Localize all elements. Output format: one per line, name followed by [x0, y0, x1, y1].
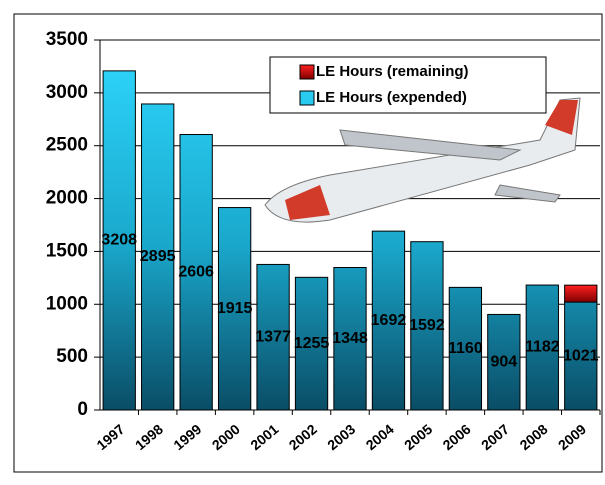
value-label: 1182 — [525, 339, 560, 356]
bar — [448, 286, 483, 411]
value-label: 1255 — [294, 335, 330, 352]
x-tick-label: 2009 — [555, 421, 589, 453]
bar — [141, 103, 175, 411]
y-tick-label: 2000 — [46, 188, 88, 209]
bar — [410, 241, 444, 411]
value-label: 1160 — [448, 340, 483, 357]
value-label: 904 — [490, 353, 517, 370]
bar — [525, 284, 559, 411]
y-tick-label: 3500 — [46, 29, 88, 50]
value-label: 1021 — [563, 347, 599, 364]
legend-box — [269, 56, 547, 114]
legend: LE Hours (remaining) LE Hours (expended) — [269, 56, 547, 114]
x-tick-label: 2003 — [324, 421, 358, 453]
y-tick-label: 1500 — [46, 240, 88, 261]
airplane-image — [264, 97, 581, 223]
x-tick-label: 2004 — [363, 421, 397, 453]
x-tick-label: 2001 — [247, 421, 281, 453]
bar — [333, 266, 367, 411]
x-tick-label: 1997 — [93, 421, 127, 453]
x-tick-label: 2006 — [440, 421, 474, 453]
value-label: 3208 — [101, 232, 137, 249]
x-tick-label: 2000 — [209, 421, 243, 453]
x-tick-label: 2002 — [286, 421, 320, 453]
x-tick-label: 1999 — [170, 421, 204, 453]
bar — [487, 313, 521, 411]
bar — [217, 207, 252, 411]
legend-label: LE Hours (expended) — [316, 89, 467, 106]
value-label: 2606 — [178, 263, 214, 280]
y-tick-label: 500 — [56, 346, 88, 367]
legend-swatch — [299, 64, 315, 80]
x-tick-label: 2008 — [516, 421, 550, 453]
legend-label: LE Hours (remaining) — [316, 63, 469, 80]
value-label: 1915 — [217, 300, 253, 317]
y-tick-label: 2500 — [46, 135, 88, 156]
value-label: 2895 — [140, 248, 176, 265]
bar — [371, 230, 406, 411]
x-tick-label: 1998 — [132, 421, 166, 453]
bar — [179, 134, 213, 411]
value-label: 1348 — [332, 330, 368, 347]
value-label: 1692 — [371, 312, 407, 329]
x-tick-label: 2005 — [401, 421, 435, 453]
bar — [564, 284, 598, 303]
bar — [256, 263, 290, 411]
y-tick-label: 1000 — [46, 293, 88, 314]
legend-swatch — [299, 90, 315, 106]
y-tick-label: 0 — [77, 399, 88, 420]
bar — [294, 276, 329, 411]
x-tick-label: 2007 — [478, 421, 512, 453]
value-label: 1377 — [255, 328, 291, 345]
bar — [564, 301, 598, 411]
y-tick-label: 3000 — [46, 82, 88, 103]
frame — [13, 13, 603, 473]
value-label: 1592 — [409, 317, 445, 334]
